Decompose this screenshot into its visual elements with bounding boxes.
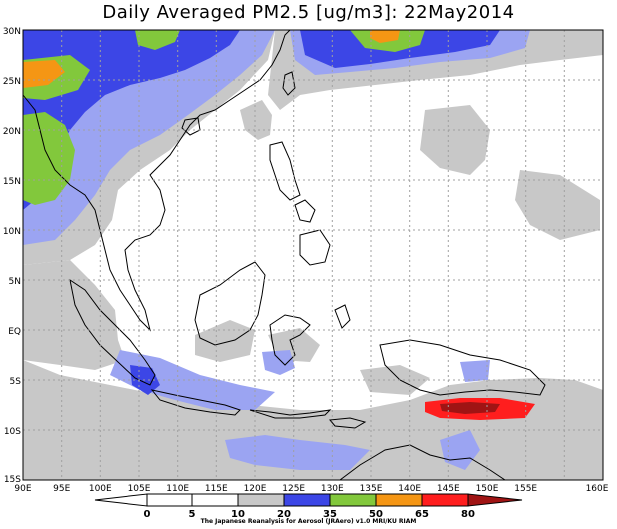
pm25-gray-indochina-west bbox=[23, 260, 125, 370]
coast-borneo bbox=[194, 261, 266, 346]
lat-label-15s: 15S bbox=[4, 475, 21, 485]
coast-hainan bbox=[181, 117, 201, 136]
colorbar-label-10: 10 bbox=[231, 509, 245, 520]
lon-label-145e: 145E bbox=[437, 484, 460, 494]
coast-halmahera bbox=[334, 304, 351, 329]
pm25-gray-pacific bbox=[420, 105, 490, 175]
lat-label-5s: 5S bbox=[10, 377, 22, 387]
colorbar-segment-above-80 bbox=[467, 493, 523, 507]
colorbar-segment-65-80 bbox=[421, 493, 469, 507]
lon-label-150e: 150E bbox=[476, 484, 499, 494]
colorbar-label-65: 65 bbox=[415, 509, 429, 520]
colorbar-label-0: 0 bbox=[144, 509, 151, 520]
lon-label-90e: 90E bbox=[14, 484, 31, 494]
colorbar-label-50: 50 bbox=[369, 509, 383, 520]
colorbar-label-35: 35 bbox=[323, 509, 337, 520]
pm25-orange-bangladesh bbox=[23, 60, 65, 88]
pm25-lightblue-java bbox=[110, 350, 275, 410]
colorbar: 0 5 10 20 35 50 65 80 bbox=[94, 493, 523, 520]
colorbar-segment-20-35 bbox=[283, 493, 331, 507]
coastlines bbox=[23, 30, 546, 480]
lon-label-110e: 110E bbox=[166, 484, 189, 494]
lon-label-160e: 160E bbox=[586, 484, 609, 494]
pm25-field bbox=[23, 30, 603, 480]
pm25-orange-japan bbox=[370, 30, 400, 43]
lon-label-155e: 155E bbox=[514, 484, 537, 494]
colorbar-segment-10-20 bbox=[237, 493, 285, 507]
lon-label-135e: 135E bbox=[360, 484, 383, 494]
coast-visayas bbox=[294, 199, 316, 223]
pm25-gray-pacific-east bbox=[515, 170, 600, 240]
coast-sulawesi bbox=[269, 314, 311, 366]
coast-sumatra bbox=[69, 278, 156, 386]
lat-label-eq: EQ bbox=[8, 327, 21, 337]
lat-label-5n: 5N bbox=[9, 277, 21, 287]
pm25-lightblue-sulawesi bbox=[262, 350, 295, 375]
lat-label-25n: 25N bbox=[3, 77, 21, 87]
map-frame bbox=[22, 29, 604, 481]
coast-timor bbox=[329, 417, 367, 429]
lon-label-100e: 100E bbox=[89, 484, 112, 494]
coast-asia-mainland bbox=[23, 30, 291, 332]
lon-label-125e: 125E bbox=[282, 484, 305, 494]
colorbar-segment-5-10 bbox=[191, 493, 239, 507]
lat-label-30n: 30N bbox=[3, 27, 21, 37]
lon-label-115e: 115E bbox=[205, 484, 228, 494]
lon-label-140e: 140E bbox=[398, 484, 421, 494]
colorbar-label-5: 5 bbox=[189, 509, 196, 520]
lat-label-20n: 20N bbox=[3, 127, 21, 137]
colorbar-segment-0-5 bbox=[146, 493, 193, 507]
pm25-lightblue-lesser-sunda bbox=[225, 435, 370, 470]
pm25-darkred-arafura bbox=[440, 402, 500, 414]
coast-taiwan bbox=[282, 71, 296, 96]
lon-label-105e: 105E bbox=[128, 484, 151, 494]
lat-label-15n: 15N bbox=[3, 177, 21, 187]
lat-label-10s: 10S bbox=[4, 427, 21, 437]
pm25-lightblue-png bbox=[460, 360, 490, 382]
pm25-green-china bbox=[135, 30, 180, 50]
coast-java bbox=[150, 389, 241, 416]
colorbar-segment-35-50 bbox=[329, 493, 377, 507]
map-title: Daily Averaged PM2.5 [ug/m3]: 22May2014 bbox=[102, 2, 515, 23]
lon-label-95e: 95E bbox=[53, 484, 70, 494]
lon-label-130e: 130E bbox=[321, 484, 344, 494]
coast-luzon bbox=[269, 141, 301, 201]
coast-australia-north bbox=[339, 444, 506, 480]
colorbar-segment-below-0 bbox=[94, 493, 148, 507]
colorbar-label-20: 20 bbox=[277, 509, 291, 520]
lat-label-10n: 10N bbox=[3, 227, 21, 237]
lon-label-120e: 120E bbox=[244, 484, 267, 494]
coast-lesser-sunda bbox=[249, 409, 332, 419]
colorbar-segment-50-65 bbox=[375, 493, 423, 507]
colorbar-label-80: 80 bbox=[461, 509, 475, 520]
data-credit: The Japanese Reanalysis for Aerosol (JRA… bbox=[200, 518, 417, 525]
graticule bbox=[23, 30, 603, 480]
